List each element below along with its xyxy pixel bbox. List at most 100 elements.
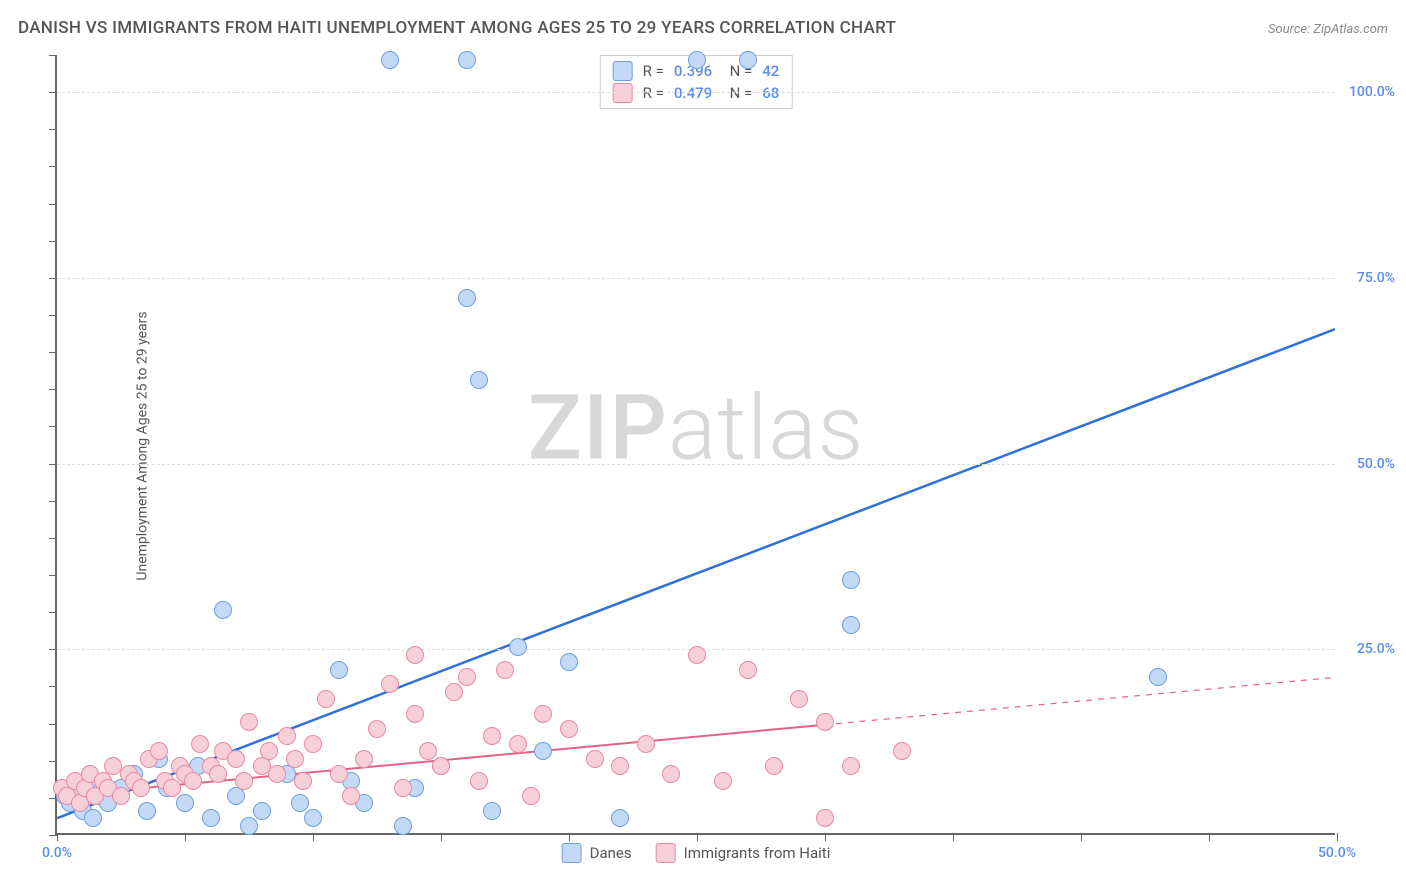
x-tick xyxy=(697,833,698,841)
y-tick xyxy=(49,649,57,650)
data-point xyxy=(509,735,527,753)
data-point xyxy=(286,750,304,768)
n-value-danes: 42 xyxy=(762,62,779,80)
y-tick xyxy=(49,278,57,279)
data-point xyxy=(260,742,278,760)
y-tick xyxy=(49,166,57,167)
data-point xyxy=(522,787,540,805)
data-point xyxy=(816,713,834,731)
data-point xyxy=(227,750,245,768)
y-tick xyxy=(49,724,57,725)
data-point xyxy=(483,802,501,820)
series-legend: Danes Immigrants from Haiti xyxy=(562,843,831,863)
y-tick xyxy=(49,575,57,576)
y-tick xyxy=(49,538,57,539)
data-point xyxy=(330,765,348,783)
data-point xyxy=(268,765,286,783)
y-tick-label: 25.0% xyxy=(1357,641,1395,657)
data-point xyxy=(394,817,412,835)
y-tick xyxy=(49,761,57,762)
data-point xyxy=(330,661,348,679)
data-point xyxy=(355,750,373,768)
data-point xyxy=(842,571,860,589)
data-point xyxy=(342,787,360,805)
data-point xyxy=(496,661,514,679)
data-point xyxy=(458,289,476,307)
source-attribution: Source: ZipAtlas.com xyxy=(1268,22,1388,37)
x-tick xyxy=(1337,833,1338,841)
data-point xyxy=(662,765,680,783)
data-point xyxy=(534,705,552,723)
x-tick xyxy=(1081,833,1082,841)
y-tick xyxy=(49,204,57,205)
x-tick xyxy=(441,833,442,841)
data-point xyxy=(209,765,227,783)
y-tick xyxy=(49,612,57,613)
legend-swatch-haiti xyxy=(656,843,676,863)
data-point xyxy=(419,742,437,760)
data-point xyxy=(509,638,527,656)
data-point xyxy=(381,51,399,69)
data-point xyxy=(739,51,757,69)
data-point xyxy=(112,787,130,805)
x-tick-label: 50.0% xyxy=(1318,845,1356,861)
x-tick-label: 0.0% xyxy=(42,845,72,861)
data-point xyxy=(816,809,834,827)
data-point xyxy=(458,51,476,69)
data-point xyxy=(240,817,258,835)
x-tick xyxy=(1209,833,1210,841)
data-point xyxy=(184,772,202,790)
data-point xyxy=(191,735,209,753)
data-point xyxy=(84,809,102,827)
data-point xyxy=(560,720,578,738)
x-tick xyxy=(569,833,570,841)
y-tick xyxy=(49,241,57,242)
y-tick xyxy=(49,92,57,93)
y-tick-label: 50.0% xyxy=(1357,456,1395,472)
y-tick xyxy=(49,426,57,427)
data-point xyxy=(202,809,220,827)
data-point xyxy=(381,675,399,693)
data-point xyxy=(483,727,501,745)
data-point xyxy=(394,779,412,797)
data-point xyxy=(470,772,488,790)
data-point xyxy=(163,779,181,797)
data-point xyxy=(304,735,322,753)
y-tick xyxy=(49,352,57,353)
chart-title: DANISH VS IMMIGRANTS FROM HAITI UNEMPLOY… xyxy=(18,18,896,38)
data-point xyxy=(406,646,424,664)
x-tick xyxy=(185,833,186,841)
legend-swatch-danes xyxy=(562,843,582,863)
data-point xyxy=(688,51,706,69)
data-point xyxy=(611,809,629,827)
data-point xyxy=(893,742,911,760)
data-point xyxy=(560,653,578,671)
data-point xyxy=(611,757,629,775)
data-point xyxy=(253,802,271,820)
data-point xyxy=(304,809,322,827)
x-tick xyxy=(953,833,954,841)
y-tick-label: 100.0% xyxy=(1349,84,1395,100)
gridline xyxy=(57,92,1335,93)
data-point xyxy=(432,757,450,775)
legend-label-haiti: Immigrants from Haiti xyxy=(684,844,831,862)
data-point xyxy=(765,757,783,775)
data-point xyxy=(458,668,476,686)
scatter-plot-area: ZIPatlas R = 0.396 N = 42 R = 0.479 N = … xyxy=(55,55,1335,835)
data-point xyxy=(534,742,552,760)
data-point xyxy=(368,720,386,738)
y-tick xyxy=(49,389,57,390)
data-point xyxy=(132,779,150,797)
data-point xyxy=(214,601,232,619)
data-point xyxy=(714,772,732,790)
y-tick xyxy=(49,129,57,130)
data-point xyxy=(406,705,424,723)
data-point xyxy=(150,742,168,760)
data-point xyxy=(235,772,253,790)
data-point xyxy=(842,616,860,634)
y-tick xyxy=(49,315,57,316)
data-point xyxy=(445,683,463,701)
y-tick xyxy=(49,501,57,502)
data-point xyxy=(240,713,258,731)
data-point xyxy=(138,802,156,820)
